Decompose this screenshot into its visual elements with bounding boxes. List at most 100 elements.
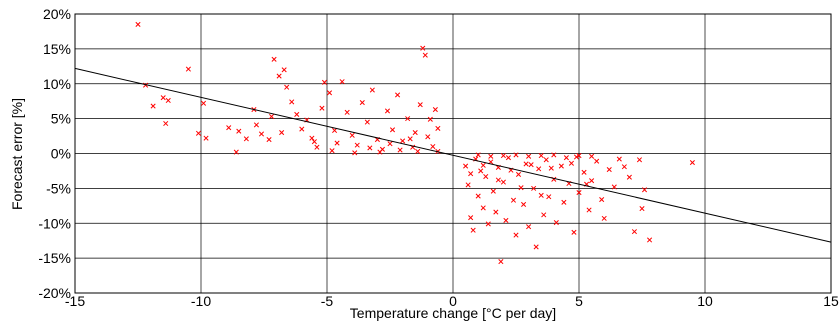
data-point: [417, 102, 423, 108]
data-point: [321, 79, 328, 85]
data-point: [233, 149, 239, 155]
x-tick-label: 5: [575, 293, 583, 309]
data-point: [395, 92, 401, 98]
data-point: [226, 125, 232, 131]
marker-stroke: [513, 152, 519, 158]
marker-stroke: [329, 148, 335, 154]
data-point: [135, 21, 141, 28]
marker-stroke: [420, 45, 426, 51]
data-point: [558, 163, 564, 169]
marker-stroke: [510, 197, 517, 203]
data-point: [475, 152, 481, 158]
marker-stroke: [422, 52, 428, 58]
marker-stroke: [417, 102, 423, 108]
data-point: [326, 90, 333, 96]
data-point: [576, 153, 582, 159]
marker-stroke: [354, 142, 360, 148]
data-point: [641, 187, 648, 193]
marker-stroke: [258, 131, 265, 137]
marker-stroke: [561, 199, 567, 205]
data-point: [389, 127, 396, 133]
x-tick-label: -10: [191, 293, 211, 309]
data-point: [269, 113, 275, 120]
marker-stroke: [185, 66, 191, 72]
marker-stroke: [387, 141, 393, 147]
data-point: [631, 229, 637, 235]
data-point: [480, 205, 486, 211]
data-point: [200, 100, 207, 106]
marker-stroke: [503, 217, 509, 224]
marker-stroke: [400, 138, 406, 144]
data-point: [475, 193, 481, 199]
data-point: [581, 169, 587, 175]
marker-stroke: [279, 130, 285, 136]
data-point: [616, 156, 622, 162]
data-point: [276, 73, 282, 79]
marker-stroke: [551, 176, 557, 182]
marker-stroke: [480, 162, 486, 168]
data-point: [531, 185, 537, 191]
marker-stroke: [430, 143, 436, 150]
tick-labels: -15 -10 -5 0 5 10 15 -20% -15% -10% -5% 0% 5% 10% 15% 2…: [38, 6, 839, 309]
marker-stroke: [405, 116, 411, 122]
data-point: [332, 127, 338, 134]
marker-stroke: [523, 161, 529, 167]
marker-stroke: [415, 148, 421, 154]
x-axis-label: Temperature change [°C per day]: [350, 305, 556, 321]
data-point: [551, 152, 557, 158]
marker-stroke: [266, 136, 272, 143]
data-point: [606, 166, 612, 173]
marker-stroke: [568, 160, 574, 166]
marker-stroke: [334, 140, 340, 146]
marker-stroke: [468, 215, 474, 221]
data-point: [611, 184, 617, 190]
data-point: [427, 116, 433, 122]
marker-stroke: [689, 160, 695, 166]
data-point: [490, 188, 496, 194]
marker-stroke: [352, 150, 358, 156]
marker-stroke: [412, 130, 418, 136]
marker-stroke: [490, 188, 496, 194]
data-point: [571, 229, 577, 235]
data-point: [533, 244, 539, 250]
data-point: [384, 108, 391, 114]
marker-stroke: [309, 135, 315, 141]
data-point: [143, 82, 149, 88]
marker-stroke: [299, 126, 305, 132]
data-point: [526, 224, 532, 230]
marker-stroke: [483, 173, 489, 180]
data-point: [150, 103, 156, 109]
marker-stroke: [311, 139, 317, 145]
data-point: [589, 178, 595, 184]
data-point: [314, 144, 320, 150]
data-point: [203, 135, 209, 141]
marker-stroke: [435, 125, 441, 131]
data-point: [271, 56, 277, 62]
data-point: [319, 105, 325, 111]
marker-stroke: [639, 206, 645, 212]
data-point: [435, 125, 441, 131]
marker-stroke: [395, 92, 401, 98]
data-point: [528, 162, 534, 168]
marker-stroke: [269, 113, 275, 120]
marker-stroke: [563, 155, 569, 161]
data-point: [498, 259, 504, 265]
marker-stroke: [200, 100, 207, 106]
data-point: [538, 192, 544, 198]
data-point: [279, 130, 285, 136]
marker-stroke: [480, 205, 486, 211]
data-point: [594, 158, 600, 164]
marker-stroke: [528, 162, 534, 168]
data-point: [339, 79, 345, 85]
data-point: [359, 100, 365, 106]
data-point: [589, 153, 595, 159]
marker-stroke: [475, 193, 481, 199]
data-point: [185, 66, 191, 72]
marker-stroke: [533, 244, 539, 250]
marker-stroke: [531, 185, 537, 191]
marker-stroke: [538, 192, 544, 198]
data-point: [513, 232, 519, 238]
marker-stroke: [478, 168, 484, 174]
data-point: [354, 142, 360, 148]
data-point: [561, 199, 567, 205]
